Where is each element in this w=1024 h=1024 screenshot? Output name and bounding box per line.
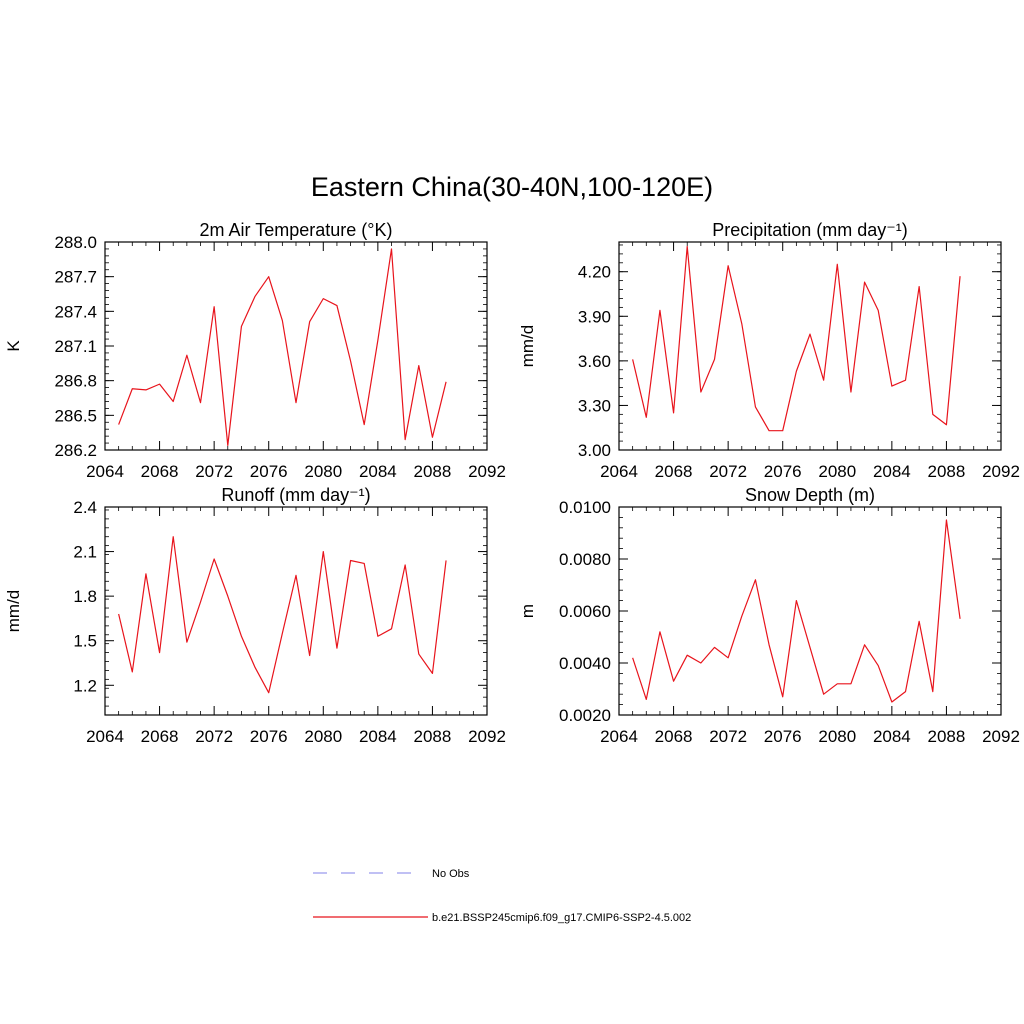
y-tick-label: 1.5 (73, 632, 97, 651)
x-tick-label: 2092 (468, 462, 506, 481)
y-tick-label: 287.7 (54, 268, 97, 287)
x-tick-label: 2088 (928, 462, 966, 481)
x-tick-label: 2076 (250, 727, 288, 746)
panel-title: 2m Air Temperature (°K) (200, 220, 393, 240)
x-tick-label: 2080 (818, 727, 856, 746)
x-tick-label: 2072 (709, 727, 747, 746)
y-tick-label: 286.5 (54, 406, 97, 425)
y-tick-label: 288.0 (54, 233, 97, 252)
panel-air-temperature: 2m Air Temperature (°K) K 2064 2068 2072 2076… (4, 220, 506, 481)
y-tick-label: 286.8 (54, 372, 97, 391)
y-tick-label: 2.4 (73, 498, 97, 517)
x-tick-label: 2084 (873, 462, 911, 481)
y-tick-label: 3.30 (578, 396, 611, 415)
y-tick-label: 0.0060 (559, 602, 611, 621)
legend-model-label: b.e21.BSSP245cmip6.f09_g17.CMIP6-SSP2-4.… (432, 912, 691, 924)
y-tick-label: 0.0100 (559, 498, 611, 517)
panel-snow-depth: Snow Depth (m) m 2064 2068 2072 2076 2080 2084 2… (518, 485, 1020, 746)
x-tick-label: 2064 (600, 727, 638, 746)
x-tick-label: 2080 (304, 727, 342, 746)
series-line (118, 248, 447, 446)
x-tick-label: 2072 (709, 462, 747, 481)
x-tick-label: 2084 (359, 462, 397, 481)
plot-frame (618, 241, 1002, 451)
x-tick-label: 2092 (982, 727, 1020, 746)
panel-precipitation: Precipitation (mm day⁻¹) mm/d 2064 2068 2072… (518, 220, 1020, 481)
y-tick-label: 3.00 (578, 441, 611, 460)
y-tick-label: 0.0080 (559, 550, 611, 569)
plot-frame (618, 506, 1002, 716)
y-tick-label: 1.2 (73, 676, 97, 695)
y-tick-label: 1.8 (73, 587, 97, 606)
x-tick-label: 2068 (655, 462, 693, 481)
legend-obs-label: No Obs (432, 868, 470, 880)
y-tick-label: 287.1 (54, 337, 97, 356)
y-tick-label: 3.60 (578, 352, 611, 371)
series-line (632, 245, 961, 432)
y-tick-label: 0.0020 (559, 706, 611, 725)
y-axis-label: K (4, 340, 23, 352)
x-tick-label: 2076 (764, 727, 802, 746)
x-tick-label: 2076 (250, 462, 288, 481)
x-tick-label: 2084 (873, 727, 911, 746)
x-tick-label: 2072 (195, 462, 233, 481)
x-tick-label: 2072 (195, 727, 233, 746)
plot-frame (104, 241, 488, 451)
plot-frame (104, 506, 488, 716)
x-tick-label: 2084 (359, 727, 397, 746)
series-line (118, 536, 447, 694)
x-tick-label: 2068 (655, 727, 693, 746)
x-tick-label: 2080 (304, 462, 342, 481)
x-tick-label: 2068 (141, 462, 179, 481)
x-tick-label: 2088 (928, 727, 966, 746)
y-axis-label: mm/d (518, 325, 537, 368)
figure-title: Eastern China(30-40N,100-120E) (311, 172, 713, 202)
x-tick-label: 2092 (468, 727, 506, 746)
y-tick-label: 286.2 (54, 441, 97, 460)
legend: No Obs b.e21.BSSP245cmip6.f09_g17.CMIP6-… (313, 868, 691, 924)
x-tick-label: 2068 (141, 727, 179, 746)
x-tick-label: 2064 (86, 727, 124, 746)
x-tick-label: 2076 (764, 462, 802, 481)
y-axis-label: mm/d (4, 590, 23, 633)
x-tick-label: 2080 (818, 462, 856, 481)
x-tick-label: 2088 (414, 727, 452, 746)
y-axis-label: m (518, 604, 537, 618)
x-tick-label: 2064 (600, 462, 638, 481)
y-tick-label: 3.90 (578, 307, 611, 326)
panel-title: Snow Depth (m) (745, 485, 875, 505)
series-line (632, 519, 961, 703)
panel-title: Precipitation (mm day⁻¹) (712, 220, 908, 240)
x-tick-label: 2064 (86, 462, 124, 481)
x-tick-label: 2088 (414, 462, 452, 481)
y-tick-label: 0.0040 (559, 654, 611, 673)
y-tick-label: 4.20 (578, 263, 611, 282)
x-tick-label: 2092 (982, 462, 1020, 481)
panel-runoff: Runoff (mm day⁻¹) mm/d 2064 2068 2072 2076 208… (4, 485, 506, 746)
y-tick-label: 287.4 (54, 302, 97, 321)
y-tick-label: 2.1 (73, 543, 97, 562)
panel-title: Runoff (mm day⁻¹) (221, 485, 370, 505)
